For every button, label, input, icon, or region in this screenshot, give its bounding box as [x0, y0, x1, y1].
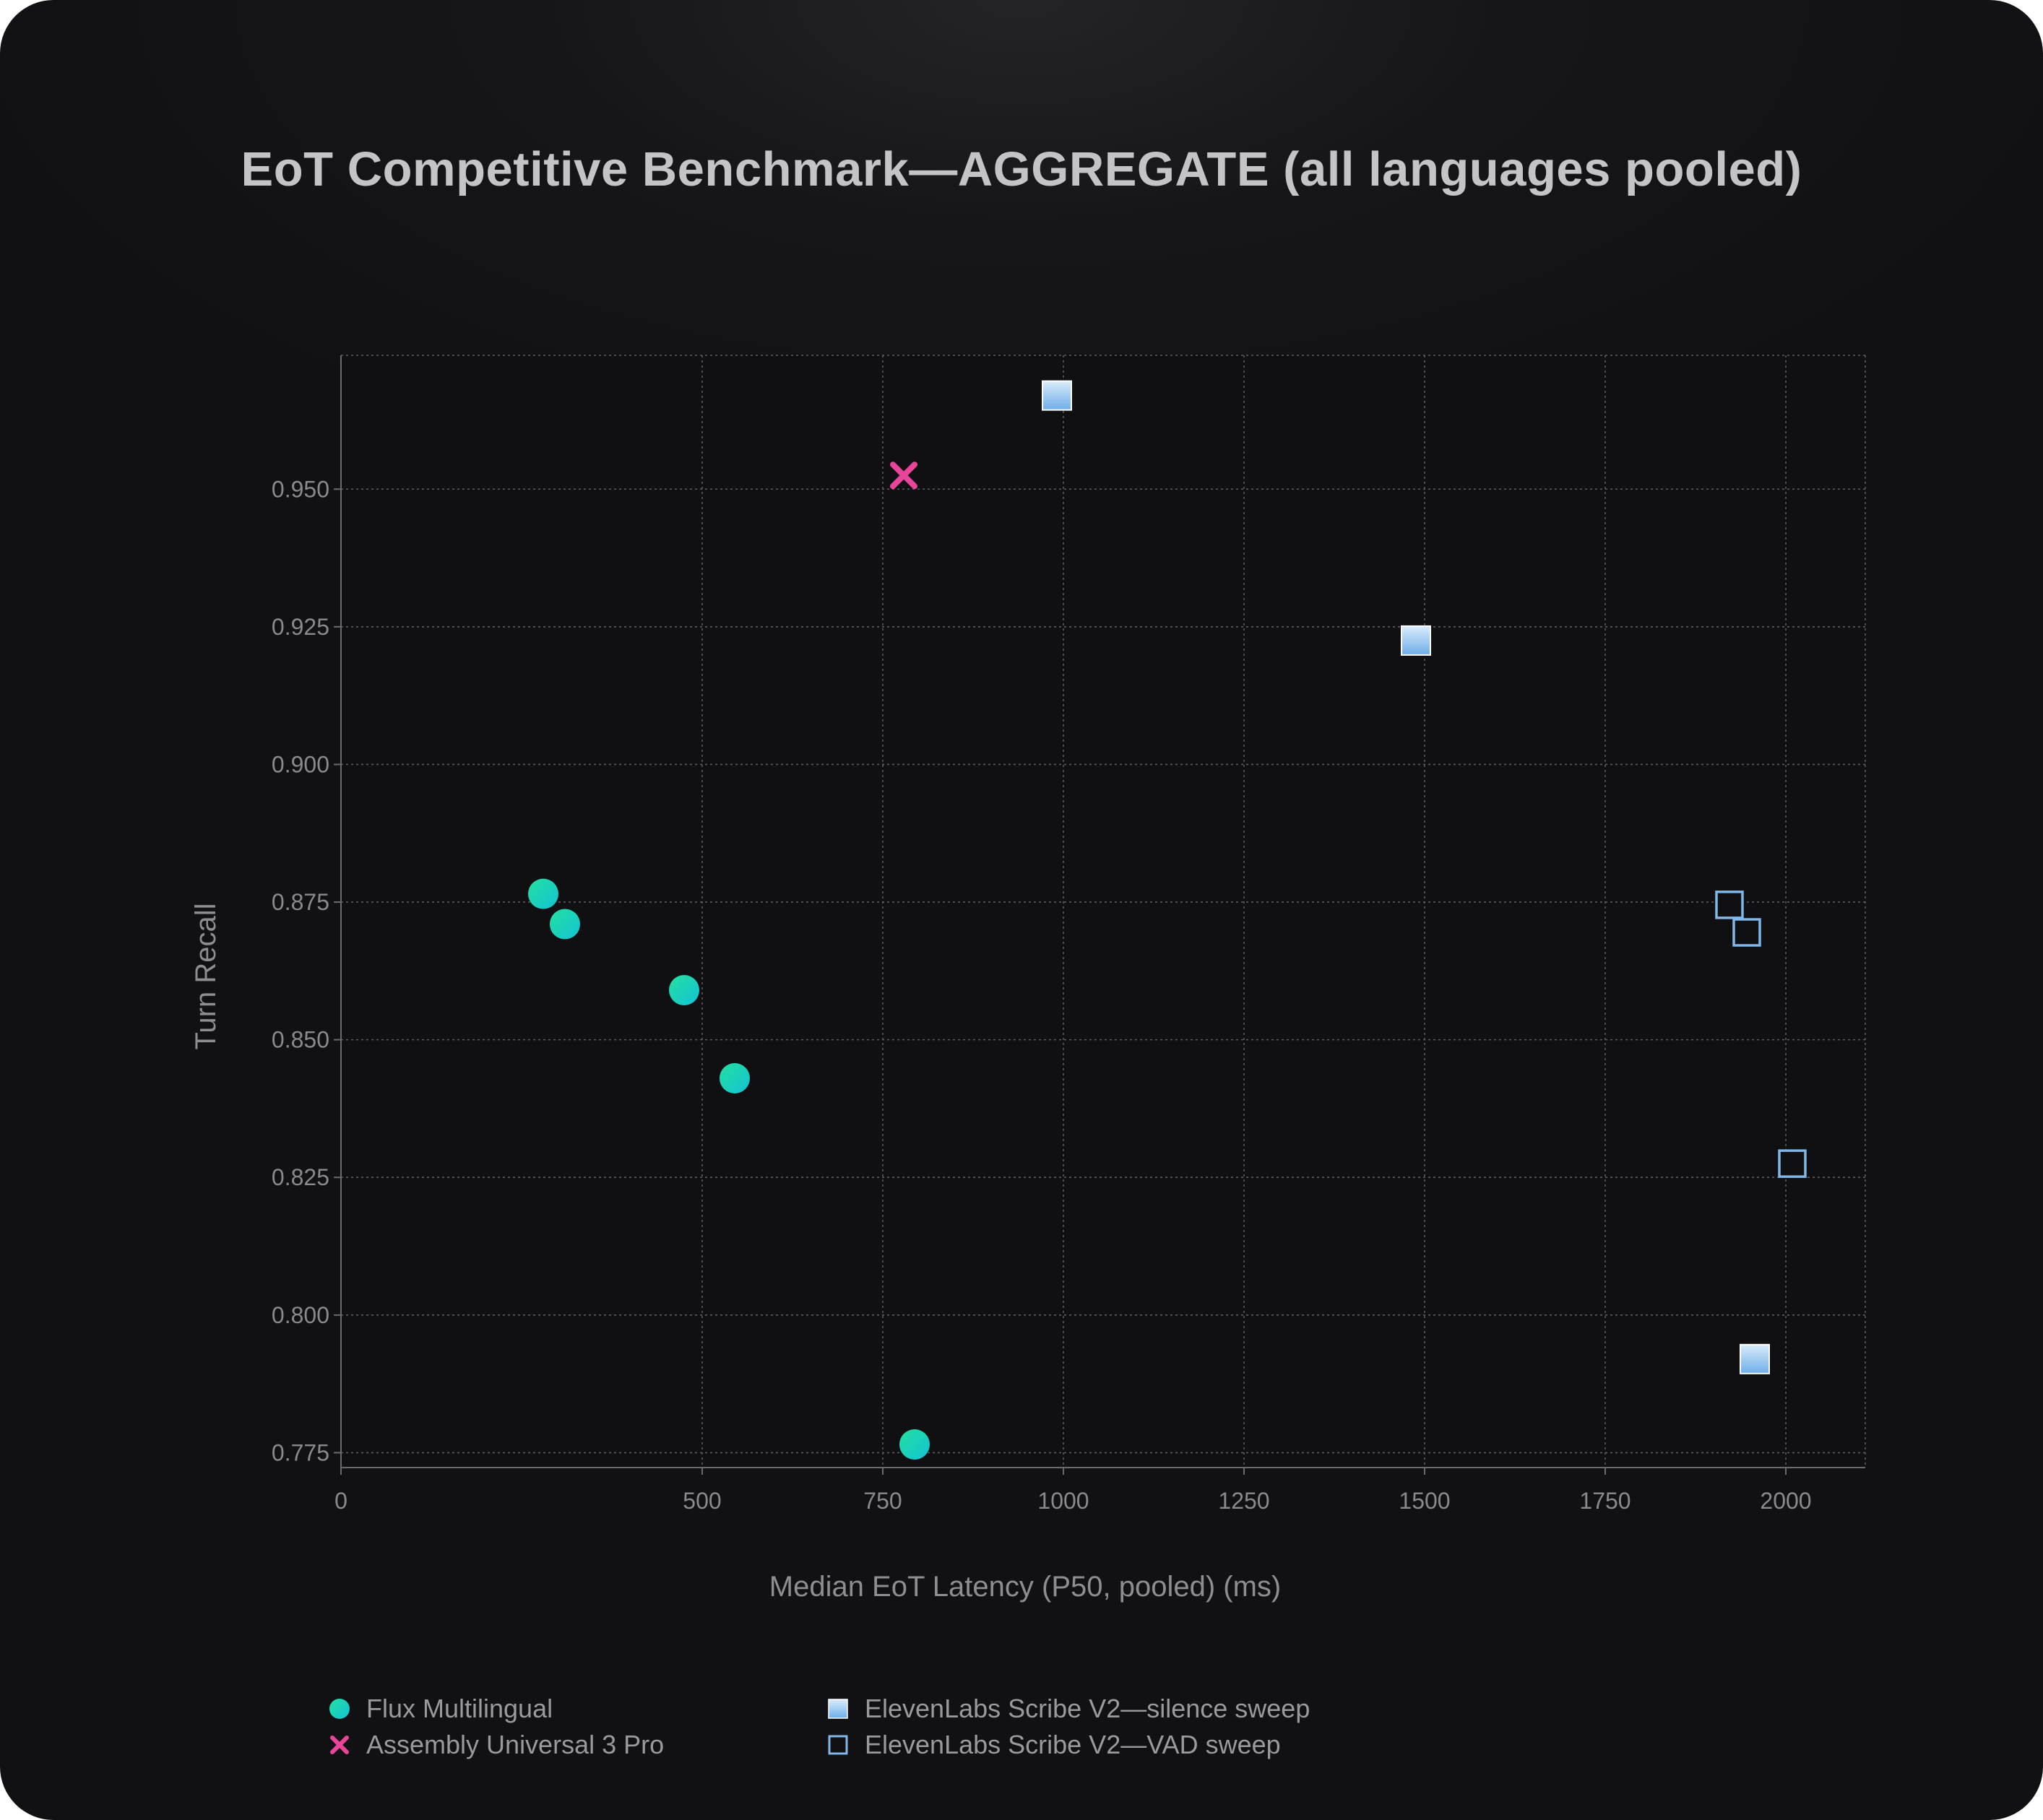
x-marker-icon [329, 1734, 350, 1756]
data-point-circle [528, 878, 558, 909]
chart-legend: Flux Multilingual Assembly Universal 3 P… [329, 1694, 1557, 1780]
x-tick-label: 0 [334, 1488, 347, 1514]
filled-square-marker-icon [827, 1698, 849, 1720]
y-tick-label: 0.950 [272, 476, 329, 502]
x-tick-label: 1000 [1037, 1488, 1089, 1514]
legend-item-flux: Flux Multilingual [329, 1694, 553, 1724]
y-tick-label: 0.900 [272, 751, 329, 777]
x-tick-label: 1750 [1579, 1488, 1630, 1514]
data-point-circle [669, 975, 699, 1006]
data-point-square [1740, 1343, 1770, 1374]
y-tick-label: 0.775 [272, 1439, 329, 1465]
data-point-open-square [1715, 890, 1744, 919]
plot-area-background [341, 355, 1865, 1468]
open-square-marker-icon [827, 1734, 849, 1756]
data-point-x [890, 462, 917, 490]
legend-item-assembly: Assembly Universal 3 Pro [329, 1730, 664, 1760]
legend-item-silence-sweep: ElevenLabs Scribe V2—silence sweep [827, 1694, 1310, 1724]
x-tick-label: 750 [863, 1488, 902, 1514]
data-points [528, 380, 1807, 1460]
plot-frame [340, 355, 1865, 1468]
data-point-circle [720, 1063, 750, 1093]
legend-label: ElevenLabs Scribe V2—silence sweep [865, 1694, 1310, 1723]
y-tick-label: 0.850 [272, 1027, 329, 1053]
x-axis-label: Median EoT Latency (P50, pooled) (ms) [769, 1571, 1282, 1603]
data-point-open-square [1732, 918, 1761, 947]
data-point-circle [899, 1429, 930, 1460]
data-point-open-square [1778, 1149, 1807, 1178]
legend-label: Assembly Universal 3 Pro [366, 1730, 665, 1759]
y-axis-label: Turn Recall [190, 903, 222, 1049]
legend-label: ElevenLabs Scribe V2—VAD sweep [865, 1730, 1281, 1759]
chart-title: EoT Competitive Benchmark—AGGREGATE (all… [241, 142, 1802, 196]
circle-marker-icon [329, 1698, 350, 1720]
data-point-square [1401, 625, 1431, 656]
x-tick-label: 1500 [1399, 1488, 1450, 1514]
y-tick-label: 0.800 [272, 1302, 329, 1328]
x-tick-label: 2000 [1760, 1488, 1811, 1514]
legend-label: Flux Multilingual [366, 1694, 553, 1723]
y-tick-label: 0.925 [272, 614, 329, 640]
data-point-circle [550, 909, 580, 940]
legend-item-vad-sweep: ElevenLabs Scribe V2—VAD sweep [827, 1730, 1281, 1760]
grid-lines [341, 355, 1866, 1468]
x-tick-label: 500 [683, 1488, 721, 1514]
y-tick-label: 0.875 [272, 889, 329, 915]
axis-ticks: 0 500 750 1000 1250 1500 1750 2000 0.775 0.800 0.8… [272, 476, 1812, 1514]
data-point-square [1042, 380, 1072, 411]
y-tick-label: 0.825 [272, 1164, 329, 1190]
x-tick-label: 1250 [1218, 1488, 1269, 1514]
